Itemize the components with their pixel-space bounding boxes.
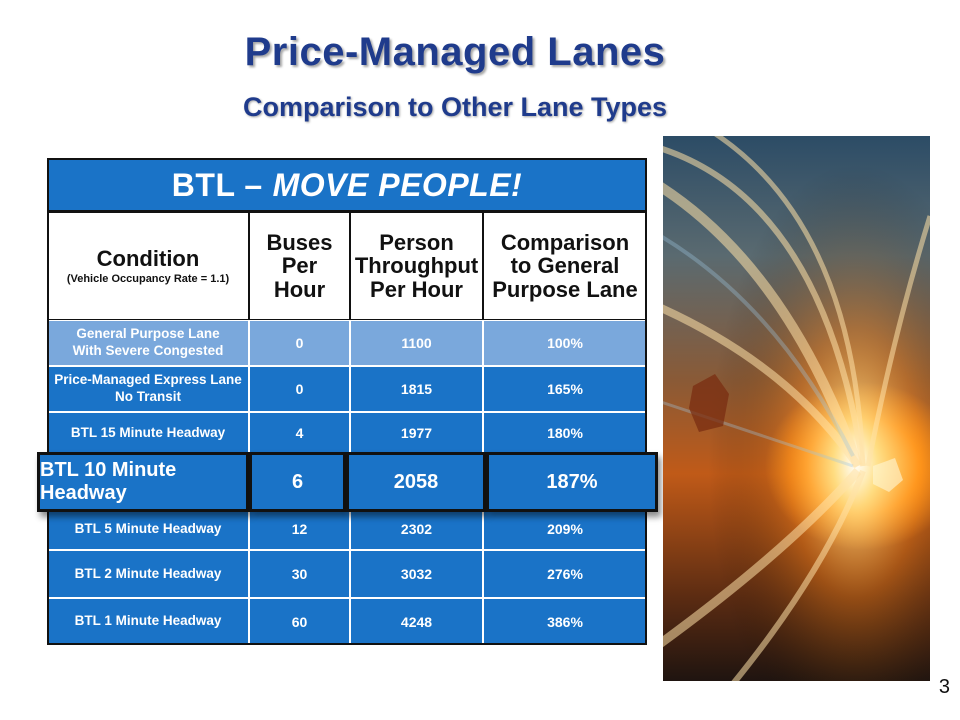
row-6-buses: 60 bbox=[249, 598, 350, 645]
row-2-comparison: 180% bbox=[483, 412, 647, 454]
row-5-comparison: 276% bbox=[483, 550, 647, 598]
row-2-throughput: 1977 bbox=[350, 412, 483, 454]
comparison-table: BTL – MOVE PEOPLE! Condition (Vehicle Occ… bbox=[47, 158, 647, 645]
row-0-condition: General Purpose Lane With Severe Congest… bbox=[47, 320, 249, 366]
header-condition-note: (Vehicle Occupancy Rate = 1.1) bbox=[66, 272, 230, 285]
highlight-condition: BTL 10 Minute Headway bbox=[37, 452, 249, 512]
row-0-throughput: 1100 bbox=[350, 320, 483, 366]
row-1-condition: Price-Managed Express Lane No Transit bbox=[47, 366, 249, 412]
light-streaks-image bbox=[663, 136, 930, 681]
row-6-condition: BTL 1 Minute Headway bbox=[47, 598, 249, 645]
table-banner: BTL – MOVE PEOPLE! bbox=[47, 158, 647, 212]
row-0-buses: 0 bbox=[249, 320, 350, 366]
highlight-buses: 6 bbox=[249, 452, 346, 512]
slide-subtitle: Comparison to Other Lane Types bbox=[242, 92, 668, 122]
header-buses: Buses Per Hour bbox=[249, 212, 350, 320]
row-4-buses: 12 bbox=[249, 508, 350, 550]
row-5-condition: BTL 2 Minute Headway bbox=[47, 550, 249, 598]
row-5-buses: 30 bbox=[249, 550, 350, 598]
light-burst-photo bbox=[663, 136, 930, 681]
highlight-comparison: 187% bbox=[486, 452, 658, 512]
header-condition-label: Condition bbox=[96, 245, 200, 271]
highlight-throughput: 2058 bbox=[346, 452, 486, 512]
header-condition: Condition (Vehicle Occupancy Rate = 1.1) bbox=[47, 212, 249, 320]
row-1-throughput: 1815 bbox=[350, 366, 483, 412]
slide-title: Price-Managed Lanes bbox=[244, 30, 666, 74]
banner-emphasis: MOVE PEOPLE! bbox=[272, 166, 523, 203]
row-4-throughput: 2302 bbox=[350, 508, 483, 550]
row-2-condition: BTL 15 Minute Headway bbox=[47, 412, 249, 454]
row-5-throughput: 3032 bbox=[350, 550, 483, 598]
row-6-throughput: 4248 bbox=[350, 598, 483, 645]
banner-prefix: BTL – bbox=[171, 166, 263, 203]
row-4-condition: BTL 5 Minute Headway bbox=[47, 508, 249, 550]
row-1-buses: 0 bbox=[249, 366, 350, 412]
row-4-comparison: 209% bbox=[483, 508, 647, 550]
row-6-comparison: 386% bbox=[483, 598, 647, 645]
row-0-comparison: 100% bbox=[483, 320, 647, 366]
row-1-comparison: 165% bbox=[483, 366, 647, 412]
page-number: 3 bbox=[938, 676, 950, 698]
header-comparison: Comparison to General Purpose Lane bbox=[483, 212, 647, 320]
row-2-buses: 4 bbox=[249, 412, 350, 454]
header-throughput: Person Throughput Per Hour bbox=[350, 212, 483, 320]
